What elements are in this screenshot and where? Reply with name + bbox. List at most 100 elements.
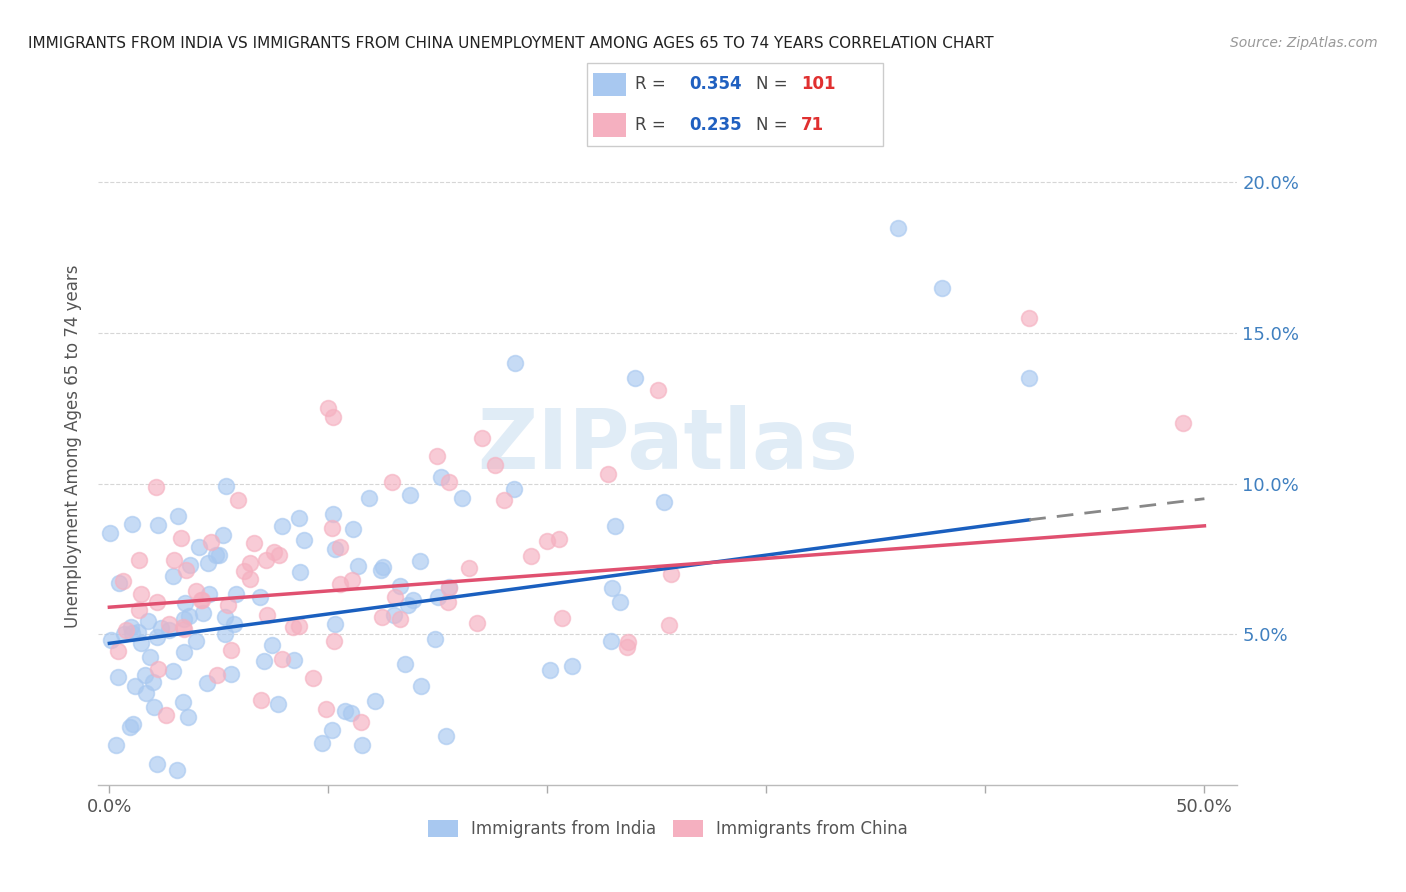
Point [107, 644, 129, 658]
Point [146, 757, 169, 772]
Point [329, 577, 352, 591]
Point [887, 220, 910, 235]
Point [173, 645, 195, 659]
Point [214, 627, 236, 641]
Point [340, 706, 363, 721]
Point [146, 594, 169, 608]
Point [142, 699, 165, 714]
Point [145, 630, 167, 644]
Point [157, 616, 180, 631]
Point [256, 552, 278, 566]
Point [437, 595, 460, 609]
Point [191, 606, 214, 620]
Point [219, 643, 242, 657]
Point [373, 560, 395, 574]
Point [605, 519, 627, 533]
Point [115, 623, 138, 637]
Point [267, 697, 290, 711]
Point [520, 549, 543, 563]
Point [270, 652, 292, 666]
FancyBboxPatch shape [592, 72, 626, 96]
Point [134, 668, 156, 682]
Point [451, 491, 474, 505]
Point [107, 670, 129, 684]
Point [198, 587, 221, 601]
Text: 101: 101 [801, 76, 835, 94]
Point [1018, 310, 1040, 325]
Point [249, 693, 271, 707]
Point [536, 534, 558, 549]
Point [350, 739, 373, 753]
Point [550, 611, 572, 625]
Point [174, 596, 197, 610]
Point [288, 619, 311, 633]
Point [239, 572, 262, 586]
Point [436, 729, 458, 743]
Point [398, 599, 420, 613]
Point [402, 593, 425, 607]
Point [394, 657, 416, 671]
Point [329, 540, 352, 554]
Point [200, 534, 222, 549]
Point [100, 632, 122, 647]
Point [267, 549, 290, 563]
Point [617, 634, 640, 648]
Point [288, 511, 311, 525]
Point [262, 638, 284, 652]
Point [596, 467, 619, 481]
Point [135, 686, 157, 700]
Point [157, 623, 180, 637]
Point [389, 579, 412, 593]
Point [98, 525, 121, 540]
Text: N =: N = [756, 116, 793, 134]
Point [659, 566, 682, 581]
Point [145, 480, 167, 494]
Point [150, 621, 173, 635]
Point [184, 584, 207, 599]
Point [426, 449, 449, 463]
Point [342, 522, 364, 536]
Point [186, 633, 208, 648]
Point [129, 586, 152, 600]
Point [471, 432, 494, 446]
Point [221, 667, 243, 681]
Text: 71: 71 [801, 116, 824, 134]
Point [121, 626, 143, 640]
Point [104, 738, 127, 752]
Point [427, 590, 450, 604]
Point [114, 627, 136, 641]
Point [322, 410, 344, 425]
Point [333, 704, 356, 718]
Text: Source: ZipAtlas.com: Source: ZipAtlas.com [1230, 36, 1378, 50]
Point [128, 603, 150, 617]
Point [364, 694, 387, 708]
Point [652, 495, 675, 509]
Point [232, 564, 254, 578]
Point [371, 610, 394, 624]
Y-axis label: Unemployment Among Ages 65 to 74 years: Unemployment Among Ages 65 to 74 years [65, 264, 83, 628]
Point [503, 356, 526, 370]
FancyBboxPatch shape [592, 113, 626, 137]
Point [359, 491, 381, 505]
Point [215, 479, 238, 493]
Point [225, 587, 247, 601]
FancyBboxPatch shape [586, 63, 883, 146]
Point [323, 616, 346, 631]
Point [437, 580, 460, 594]
Point [381, 475, 404, 489]
Point [177, 609, 200, 624]
Point [205, 548, 228, 562]
Point [323, 541, 346, 556]
Point [484, 458, 506, 472]
Point [370, 563, 392, 577]
Point [347, 558, 370, 573]
Text: R =: R = [636, 116, 671, 134]
Point [162, 569, 184, 583]
Text: R =: R = [636, 76, 671, 94]
Text: IMMIGRANTS FROM INDIA VS IMMIGRANTS FROM CHINA UNEMPLOYMENT AMONG AGES 65 TO 74 : IMMIGRANTS FROM INDIA VS IMMIGRANTS FROM… [28, 36, 994, 51]
Text: 0.354: 0.354 [689, 76, 742, 94]
Point [384, 591, 406, 605]
Point [121, 717, 143, 731]
Point [429, 470, 451, 484]
Point [173, 622, 195, 636]
